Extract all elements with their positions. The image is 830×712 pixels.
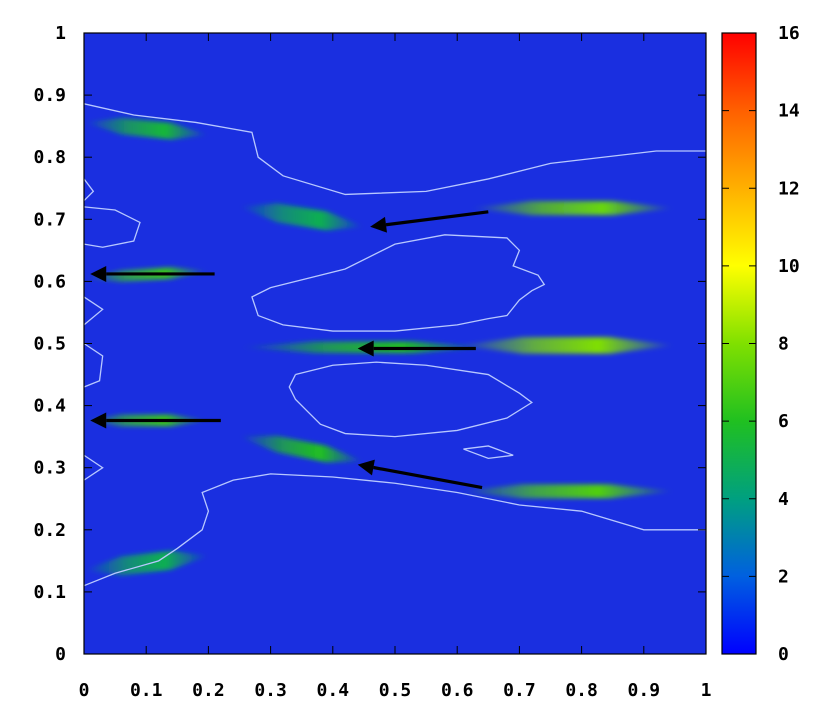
contour-line: [84, 178, 95, 202]
x-tick-label: 0.7: [503, 680, 536, 701]
y-tick-label: 0.9: [33, 85, 66, 106]
streak-band: [84, 117, 209, 140]
annotation-arrows: [90, 210, 489, 490]
x-axis-ticks: 0 0.1 0.2 0.3 0.4 0.5 0.6 0.7 0.8 0.9 1: [79, 33, 712, 701]
contour-line: [84, 473, 706, 587]
y-axis-ticks: 0 0.1 0.2 0.3 0.4 0.5 0.6 0.7 0.8 0.9 1: [33, 23, 706, 665]
colorbar-tick-label: 0: [778, 644, 789, 665]
y-tick-label: 0.8: [33, 147, 66, 168]
contour-line: [463, 445, 514, 460]
y-tick-label: 0.4: [33, 396, 66, 417]
streak-band: [239, 435, 364, 463]
contour-line: [84, 454, 104, 481]
colorbar-tick-label: 14: [778, 101, 800, 122]
y-tick-label: 0.3: [33, 458, 66, 479]
x-tick-label: 1: [701, 680, 712, 701]
x-tick-label: 0.1: [130, 680, 163, 701]
annotation-arrow: [357, 340, 476, 357]
y-tick-label: 1: [55, 23, 66, 44]
y-tick-label: 0.2: [33, 520, 66, 541]
contour-line: [84, 342, 104, 388]
colorbar-tick-label: 6: [778, 411, 789, 432]
contour-line: [251, 234, 546, 332]
colorbar-tick-label: 10: [778, 256, 800, 277]
colorbar-tick-label: 12: [778, 178, 800, 199]
y-tick-label: 0.1: [33, 582, 66, 603]
x-tick-label: 0.9: [628, 680, 661, 701]
streak-band: [457, 484, 675, 499]
colorbar-tick-label: 4: [778, 489, 789, 510]
annotation-arrow: [90, 412, 221, 429]
y-tick-label: 0.7: [33, 209, 66, 230]
contour-lines: [84, 103, 706, 587]
colorbar-tick-label: 2: [778, 566, 789, 587]
colorbar-tick-label: 16: [778, 23, 800, 44]
annotation-arrow: [357, 459, 483, 490]
streak-band: [469, 201, 675, 216]
x-tick-label: 0.3: [254, 680, 287, 701]
contour-line: [84, 103, 706, 196]
contour-line: [288, 361, 533, 438]
x-tick-label: 0: [79, 680, 90, 701]
streak-band: [457, 337, 675, 354]
annotation-arrow: [90, 265, 215, 282]
streak-band: [84, 550, 209, 576]
annotation-arrow: [370, 210, 489, 233]
contour-line: [84, 296, 104, 326]
y-tick-label: 0: [55, 644, 66, 665]
contour-line: [84, 206, 141, 248]
y-tick-label: 0.6: [33, 271, 66, 292]
x-tick-label: 0.8: [565, 680, 598, 701]
x-tick-label: 0.6: [441, 680, 474, 701]
x-tick-label: 0.5: [379, 680, 412, 701]
x-tick-label: 0.4: [317, 680, 350, 701]
colorbar-ticks: 0 2 4 6 8 10 12 14 16: [722, 23, 800, 665]
colorbar-tick-label: 8: [778, 334, 789, 355]
streak-band: [239, 203, 364, 231]
y-tick-label: 0.5: [33, 334, 66, 355]
x-tick-label: 0.2: [192, 680, 225, 701]
